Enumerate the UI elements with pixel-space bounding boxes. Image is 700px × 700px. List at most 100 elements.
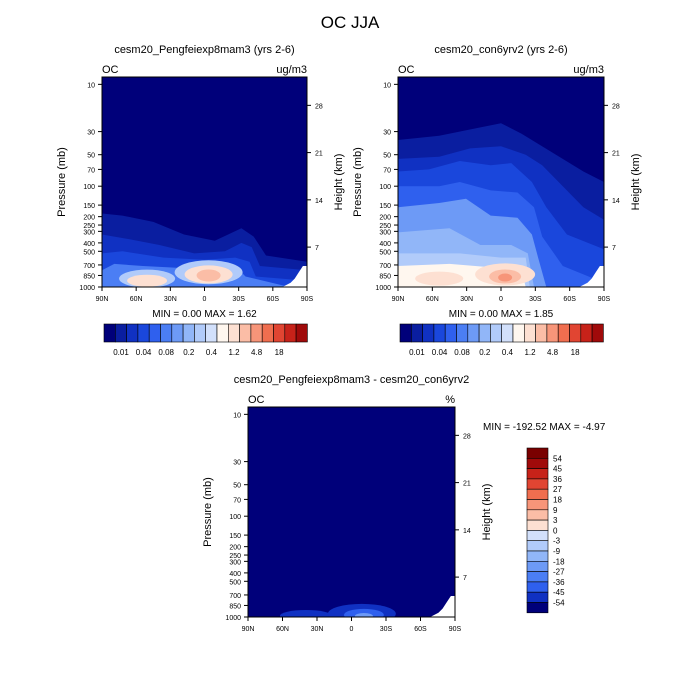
colorbar-box: [526, 581, 549, 593]
colorbar-label: 1.2: [524, 348, 536, 357]
y-tick-label: 700: [83, 263, 95, 270]
x-tick-label: 90N: [96, 296, 109, 303]
colorbar-box: [410, 323, 423, 343]
colorbar-box: [490, 323, 502, 343]
colorbar-label: 18: [571, 348, 580, 357]
colorbar-box: [295, 323, 308, 343]
x-tick-label: 60S: [563, 296, 576, 303]
colorbar-box: [526, 530, 549, 542]
colorbar-box: [501, 323, 514, 343]
colorbar-box: [456, 323, 469, 343]
panel-title: cesm20_con6yrv2 (yrs 2-6): [434, 44, 567, 56]
colorbar-box: [535, 323, 548, 343]
colorbar-box: [444, 323, 457, 343]
colorbar-label: -45: [553, 588, 565, 597]
y-tick-label: 50: [383, 153, 391, 160]
left-string: OC: [248, 394, 265, 406]
colorbar-label: 1.2: [228, 348, 240, 357]
y-tick-label: 700: [379, 263, 391, 270]
y-axis-label: Pressure (mb): [352, 147, 364, 217]
panel-bottom-difference: cesm20_Pengfeiexp8mam3 - cesm20_con6yrv2…: [202, 374, 606, 633]
colorbar-box: [228, 323, 240, 343]
colorbar-box: [148, 323, 161, 343]
x-tick-label: 0: [499, 296, 503, 303]
panel-title: cesm20_Pengfeiexp8mam3 (yrs 2-6): [114, 44, 294, 56]
y-tick-label: 70: [87, 167, 95, 174]
colorbar-box: [239, 323, 252, 343]
colorbar-box: [433, 323, 446, 343]
colorbar-label: 9: [553, 506, 558, 515]
y-tick-label: 400: [83, 241, 95, 248]
topography-mask: [579, 266, 604, 287]
y-tick-label: 400: [229, 571, 241, 578]
panel-title: cesm20_Pengfeiexp8mam3 - cesm20_con6yrv2: [234, 374, 469, 386]
colorbar-label: 27: [553, 485, 562, 494]
colorbar-label: 18: [275, 348, 284, 357]
colorbar-box: [526, 591, 549, 603]
y-tick-label: 10: [87, 82, 95, 89]
y-tick-label: 1000: [79, 285, 95, 292]
y2-tick-label: 14: [315, 198, 323, 205]
y2-tick-label: 14: [612, 198, 620, 205]
colorbar-box: [273, 323, 286, 343]
y2-tick-label: 7: [463, 575, 467, 582]
colorbar-box: [422, 323, 435, 343]
y-tick-label: 150: [83, 203, 95, 210]
colorbar-label: -54: [553, 599, 565, 608]
x-tick-label: 30S: [380, 626, 393, 633]
x-tick-label: 0: [350, 626, 354, 633]
x-tick-label: 30S: [529, 296, 542, 303]
topography-mask: [282, 266, 307, 287]
y-tick-label: 30: [383, 130, 391, 137]
x-tick-label: 90S: [301, 296, 314, 303]
y-tick-label: 300: [379, 229, 391, 236]
colorbar-box: [284, 323, 297, 343]
y-tick-label: 70: [233, 497, 241, 504]
colorbar-box: [591, 323, 604, 343]
colorbar-label: 3: [553, 516, 558, 525]
x-tick-label: 60N: [130, 296, 143, 303]
y-tick-label: 1000: [375, 285, 391, 292]
y2-axis-label: Height (km): [333, 154, 345, 211]
colorbar-box: [526, 478, 549, 490]
colorbar-box: [526, 447, 549, 459]
contour-background: [248, 407, 455, 617]
colorbar-box: [569, 323, 582, 343]
colorbar-box: [526, 499, 549, 511]
y-tick-label: 100: [229, 514, 241, 521]
blob-eq-peak: [498, 273, 513, 282]
colorbar-box: [115, 323, 127, 343]
topography-mask: [430, 596, 455, 617]
y2-tick-label: 28: [612, 103, 620, 110]
colorbar-box: [467, 323, 480, 343]
colorbar-top-right: 0.01 0.04 0.08 0.2 0.4 1.2 4.8 18: [399, 323, 604, 357]
x-tick-label: 90S: [598, 296, 611, 303]
x-tick-label: 60N: [276, 626, 289, 633]
colorbar-label: 36: [553, 475, 562, 484]
contour-field: [398, 77, 604, 287]
y-tick-label: 100: [83, 184, 95, 191]
right-string: ug/m3: [573, 64, 604, 76]
colorbar-box: [526, 602, 549, 614]
main-title: OC JJA: [321, 13, 380, 32]
colorbar-box: [103, 323, 116, 343]
colorbar-box: [526, 457, 549, 469]
x-tick-label: 60N: [426, 296, 439, 303]
colorbar-label: 0.04: [136, 348, 152, 357]
min-max-text: MIN = 0.00 MAX = 1.85: [449, 309, 554, 320]
y-tick-label: 300: [83, 229, 95, 236]
colorbar-box: [399, 323, 412, 343]
colorbar-label: -36: [553, 578, 565, 587]
colorbar-label: 4.8: [547, 348, 559, 357]
colorbar-box: [526, 550, 549, 562]
y-tick-label: 50: [233, 483, 241, 490]
colorbar-box: [580, 323, 593, 343]
x-tick-label: 90N: [392, 296, 405, 303]
colorbar-box: [526, 540, 549, 552]
colorbar-box: [526, 509, 549, 521]
y-tick-label: 300: [229, 559, 241, 566]
y2-tick-label: 21: [463, 481, 471, 488]
y-tick-label: 150: [379, 203, 391, 210]
